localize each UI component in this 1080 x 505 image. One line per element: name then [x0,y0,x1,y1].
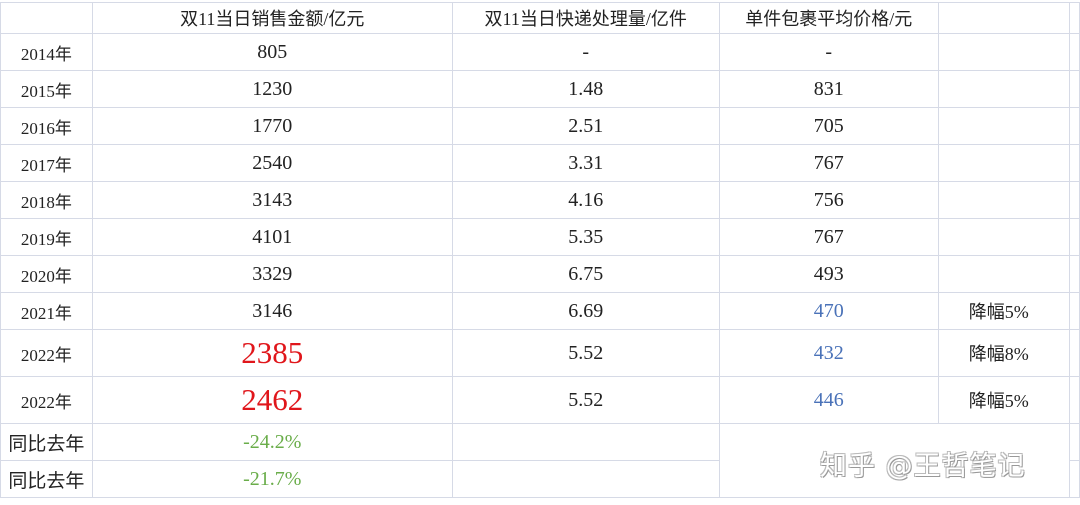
price-cell[interactable]: 432 [718,329,939,377]
price-cell[interactable]: 831 [718,70,939,108]
note-cell[interactable] [937,33,1071,71]
note-cell[interactable]: 降幅5% [937,292,1071,330]
parcels-cell[interactable]: 5.52 [451,376,720,424]
yoy-row: 同比去年 -21.7% [0,460,1080,498]
price-cell[interactable]: 446 [718,376,939,424]
cell[interactable] [451,460,720,498]
parcels-cell[interactable]: 6.75 [451,255,720,293]
year-cell[interactable]: 2015年 [0,70,93,108]
header-row: 双11当日销售金额/亿元 双11当日快递处理量/亿件 单件包裹平均价格/元 [0,2,1080,34]
sales-cell[interactable]: 2462 [91,376,453,424]
table-row: 2020年 3329 6.75 493 [0,255,1080,293]
note-cell[interactable] [937,70,1071,108]
year-cell[interactable]: 2021年 [0,292,93,330]
header-price[interactable]: 单件包裹平均价格/元 [718,2,939,34]
note-cell[interactable] [937,144,1071,182]
cell[interactable] [1069,70,1080,108]
merged-cell[interactable] [718,423,1071,498]
note-cell[interactable] [937,218,1071,256]
cell[interactable] [1069,376,1080,424]
sales-cell[interactable]: 2385 [91,329,453,377]
price-cell[interactable]: 470 [718,292,939,330]
year-cell[interactable]: 2018年 [0,181,93,219]
note-cell[interactable]: 降幅8% [937,329,1071,377]
year-cell[interactable]: 2014年 [0,33,93,71]
yoy-value[interactable]: -21.7% [91,460,453,498]
cell[interactable] [1069,144,1080,182]
year-cell[interactable]: 2022年 [0,329,93,377]
table-row: 2021年 3146 6.69 470 降幅5% [0,292,1080,330]
parcels-cell[interactable]: 6.69 [451,292,720,330]
note-cell[interactable]: 降幅5% [937,376,1071,424]
cell[interactable] [1069,255,1080,293]
price-cell[interactable]: 767 [718,144,939,182]
parcels-cell[interactable]: 5.35 [451,218,720,256]
watermark: 知乎 @王哲笔记 [820,451,1026,482]
note-cell[interactable] [937,107,1071,145]
price-cell[interactable]: 705 [718,107,939,145]
cell[interactable] [1069,460,1080,498]
price-cell[interactable]: - [718,33,939,71]
table-row: 2017年 2540 3.31 767 [0,144,1080,182]
cell[interactable] [1069,423,1080,461]
note-cell[interactable] [937,181,1071,219]
yoy-value[interactable]: -24.2% [91,423,453,461]
table-row: 2014年 805- - [0,33,1080,71]
year-cell[interactable]: 2020年 [0,255,93,293]
sales-cell[interactable]: 1770 [91,107,453,145]
note-cell[interactable] [937,255,1071,293]
parcels-cell[interactable]: 1.48 [451,70,720,108]
parcels-cell[interactable]: 2.51 [451,107,720,145]
yoy-row: 同比去年 -24.2% [0,423,1080,498]
sales-cell[interactable]: 3146 [91,292,453,330]
header-sales[interactable]: 双11当日销售金额/亿元 [91,2,453,34]
table-row: 2018年 3143 4.16 756 [0,181,1080,219]
price-cell[interactable]: 493 [718,255,939,293]
parcels-cell[interactable]: 3.31 [451,144,720,182]
table-row: 2015年 1230 1.48 831 [0,70,1080,108]
table-row: 2022年 2385 5.52 432 降幅8% [0,329,1080,377]
cell[interactable] [1069,2,1080,34]
year-cell[interactable]: 2017年 [0,144,93,182]
sales-cell[interactable]: 3143 [91,181,453,219]
year-cell[interactable]: 2019年 [0,218,93,256]
year-cell[interactable]: 2022年 [0,376,93,424]
cell[interactable] [451,423,720,461]
sales-cell[interactable]: 1230 [91,70,453,108]
yoy-label[interactable]: 同比去年 [0,460,93,498]
header-cell[interactable] [937,2,1071,34]
header-parcels[interactable]: 双11当日快递处理量/亿件 [451,2,720,34]
header-cell[interactable] [0,2,93,34]
price-cell[interactable]: 767 [718,218,939,256]
cell[interactable] [1069,218,1080,256]
sales-cell[interactable]: 4101 [91,218,453,256]
sales-cell[interactable]: 2540 [91,144,453,182]
table-row: 2016年 1770 2.51 705 [0,107,1080,145]
table-row: 2019年 4101 5.35 767 [0,218,1080,256]
cell[interactable] [1069,33,1080,71]
yoy-label[interactable]: 同比去年 [0,423,93,461]
cell[interactable] [1069,107,1080,145]
sales-cell[interactable]: 805 [91,33,453,71]
cell[interactable] [1069,329,1080,377]
cell[interactable] [1069,181,1080,219]
parcels-cell[interactable]: - [451,33,720,71]
year-cell[interactable]: 2016年 [0,107,93,145]
parcels-cell[interactable]: 5.52 [451,329,720,377]
price-cell[interactable]: 756 [718,181,939,219]
parcels-cell[interactable]: 4.16 [451,181,720,219]
table-row: 2022年 2462 5.52 446 降幅5% [0,376,1080,424]
sales-cell[interactable]: 3329 [91,255,453,293]
cell[interactable] [1069,292,1080,330]
